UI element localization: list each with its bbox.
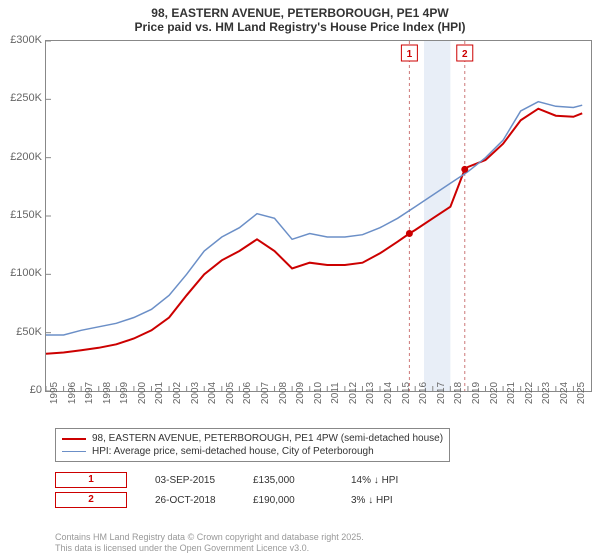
xtick-label: 1995 <box>49 382 60 404</box>
xtick-label: 1999 <box>119 382 130 404</box>
sale-row-2: 2 26-OCT-2018 £190,000 3% ↓ HPI <box>55 490 421 510</box>
legend-row-hpi: HPI: Average price, semi-detached house,… <box>62 445 443 458</box>
xtick-label: 2023 <box>541 382 552 404</box>
footnote: Contains HM Land Registry data © Crown c… <box>55 532 364 554</box>
xtick-label: 2011 <box>330 382 341 404</box>
sale-marker-1: 1 <box>55 472 127 488</box>
sale-price-1: £135,000 <box>253 475 323 486</box>
xtick-label: 2016 <box>418 382 429 404</box>
xtick-label: 2025 <box>576 382 587 404</box>
sale-date-2: 26-OCT-2018 <box>155 495 225 506</box>
legend: 98, EASTERN AVENUE, PETERBOROUGH, PE1 4P… <box>55 428 450 462</box>
legend-swatch-price-paid <box>62 438 86 440</box>
sale-delta-2: 3% ↓ HPI <box>351 495 421 506</box>
svg-text:2: 2 <box>462 49 468 60</box>
ytick-label: £50K <box>16 326 42 338</box>
sale-marker-2: 2 <box>55 492 127 508</box>
xtick-label: 2005 <box>225 382 236 404</box>
chart-title-line2: Price paid vs. HM Land Registry's House … <box>0 20 600 38</box>
xtick-label: 2024 <box>559 382 570 404</box>
xtick-label: 2013 <box>365 382 376 404</box>
ytick-label: £200K <box>10 151 42 163</box>
xtick-label: 2012 <box>348 382 359 404</box>
legend-swatch-hpi <box>62 451 86 453</box>
legend-label-hpi: HPI: Average price, semi-detached house,… <box>92 446 374 457</box>
xtick-label: 2017 <box>436 382 447 404</box>
xtick-label: 2018 <box>453 382 464 404</box>
footnote-line2: This data is licensed under the Open Gov… <box>55 543 364 554</box>
xtick-label: 2021 <box>506 382 517 404</box>
ytick-label: £250K <box>10 92 42 104</box>
xtick-label: 2015 <box>401 382 412 404</box>
sales-table: 1 03-SEP-2015 £135,000 14% ↓ HPI 2 26-OC… <box>55 470 421 510</box>
xtick-label: 2020 <box>489 382 500 404</box>
xtick-label: 2001 <box>154 382 165 404</box>
legend-row-price-paid: 98, EASTERN AVENUE, PETERBOROUGH, PE1 4P… <box>62 432 443 445</box>
xtick-label: 1998 <box>102 382 113 404</box>
xtick-label: 1997 <box>84 382 95 404</box>
ytick-label: £150K <box>10 209 42 221</box>
ytick-label: £300K <box>10 34 42 46</box>
plot-area: 12 <box>45 40 592 392</box>
xtick-label: 1996 <box>67 382 78 404</box>
xtick-label: 2002 <box>172 382 183 404</box>
xtick-label: 2007 <box>260 382 271 404</box>
chart-container: 98, EASTERN AVENUE, PETERBOROUGH, PE1 4P… <box>0 0 600 560</box>
xtick-label: 2000 <box>137 382 148 404</box>
sale-price-2: £190,000 <box>253 495 323 506</box>
sale-date-1: 03-SEP-2015 <box>155 475 225 486</box>
ytick-label: £0 <box>30 384 42 396</box>
svg-text:1: 1 <box>407 49 413 60</box>
xtick-label: 2008 <box>278 382 289 404</box>
xtick-label: 2009 <box>295 382 306 404</box>
legend-label-price-paid: 98, EASTERN AVENUE, PETERBOROUGH, PE1 4P… <box>92 433 443 444</box>
xtick-label: 2006 <box>242 382 253 404</box>
xtick-label: 2003 <box>190 382 201 404</box>
chart-title-line1: 98, EASTERN AVENUE, PETERBOROUGH, PE1 4P… <box>0 0 600 20</box>
ytick-label: £100K <box>10 267 42 279</box>
sale-delta-1: 14% ↓ HPI <box>351 475 421 486</box>
xtick-label: 2022 <box>524 382 535 404</box>
xtick-label: 2014 <box>383 382 394 404</box>
xtick-label: 2019 <box>471 382 482 404</box>
sale-row-1: 1 03-SEP-2015 £135,000 14% ↓ HPI <box>55 470 421 490</box>
xtick-label: 2010 <box>313 382 324 404</box>
footnote-line1: Contains HM Land Registry data © Crown c… <box>55 532 364 543</box>
plot-svg: 12 <box>46 41 591 391</box>
xtick-label: 2004 <box>207 382 218 404</box>
